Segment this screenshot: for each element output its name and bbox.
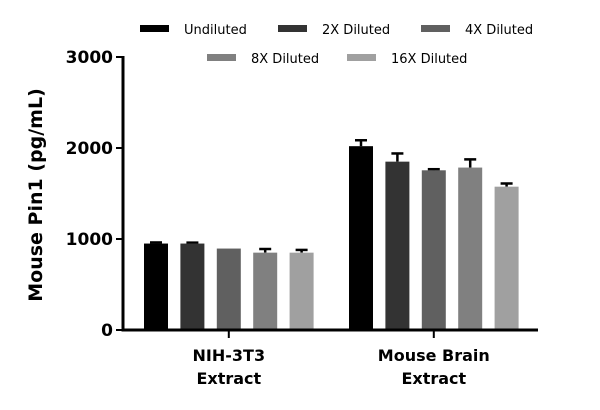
y-tick-label: 0 xyxy=(101,321,113,341)
legend-label: 16X Diluted xyxy=(391,52,467,67)
bar xyxy=(180,243,205,330)
bar xyxy=(349,146,373,330)
bars xyxy=(144,139,519,330)
x-tick-label: Extract xyxy=(196,369,261,388)
bar xyxy=(421,170,446,330)
bar xyxy=(253,252,278,330)
bar xyxy=(458,167,483,330)
y-tick-label: 1000 xyxy=(66,230,113,250)
legend-swatch xyxy=(421,25,450,32)
x-tick-label: Extract xyxy=(401,369,466,388)
legend-label: 2X Diluted xyxy=(322,23,390,38)
bar xyxy=(385,161,410,330)
x-axis: NIH-3T3 Extract Mouse Brain Extract xyxy=(121,328,538,388)
bar xyxy=(494,186,519,330)
legend-label: Undiluted xyxy=(184,23,247,38)
legend-label: 8X Diluted xyxy=(251,52,319,67)
x-tick-label: NIH-3T3 xyxy=(193,346,266,365)
y-tick-label: 2000 xyxy=(66,139,113,159)
y-axis: 0 1000 2000 3000 xyxy=(66,48,125,341)
legend-swatch xyxy=(278,25,307,32)
bar xyxy=(144,243,168,330)
bar xyxy=(216,248,241,330)
legend-swatch xyxy=(347,54,376,61)
bar xyxy=(289,252,314,330)
legend: Undiluted 2X Diluted 4X Diluted 8X Diluted 1… xyxy=(140,23,533,67)
y-tick-label: 3000 xyxy=(66,48,113,68)
y-axis-label: Mouse Pin1 (pg/mL) xyxy=(25,88,47,302)
legend-swatch xyxy=(140,25,169,32)
x-tick-label: Mouse Brain xyxy=(378,346,490,365)
legend-swatch xyxy=(207,54,236,61)
legend-label: 4X Diluted xyxy=(465,23,533,38)
